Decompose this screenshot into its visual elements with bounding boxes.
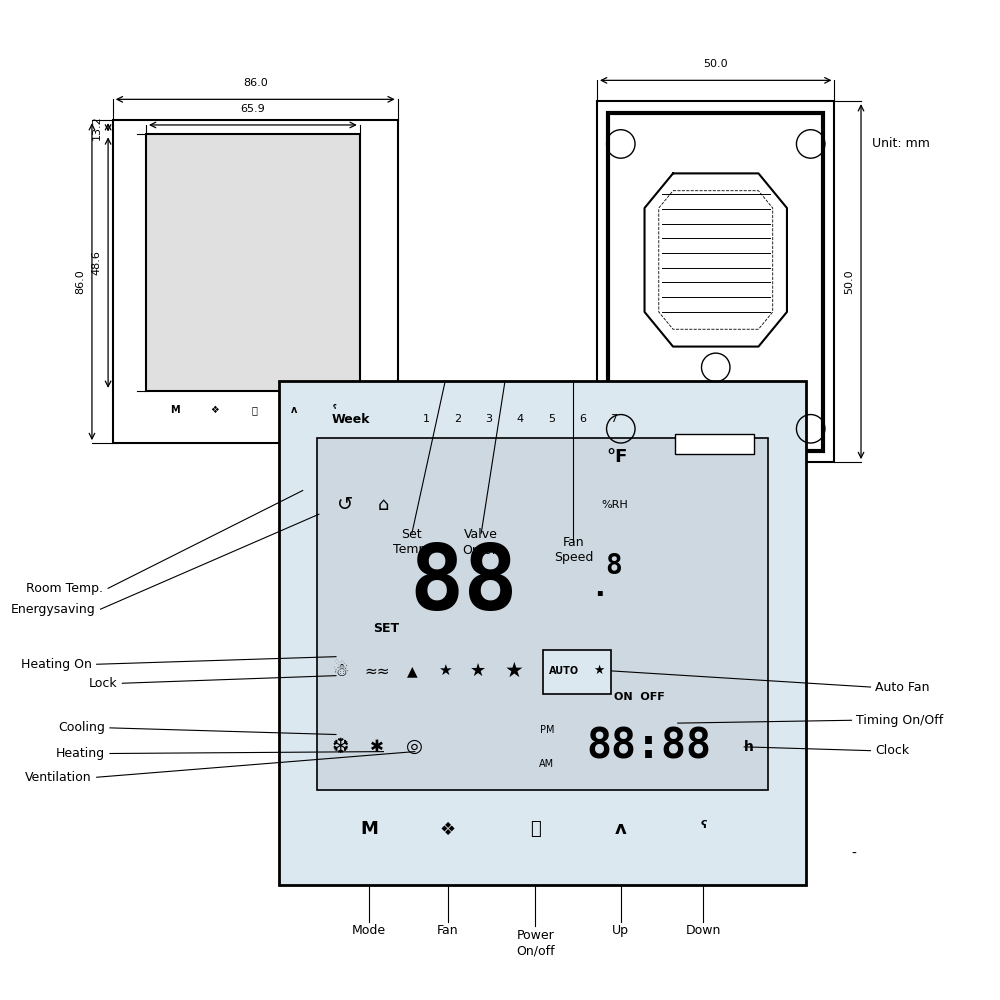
Text: SET: SET	[373, 622, 399, 635]
Text: Fan: Fan	[437, 924, 459, 937]
Text: 88:88: 88:88	[587, 726, 712, 768]
Text: Set
Temp.: Set Temp.	[393, 528, 431, 556]
Text: ▲: ▲	[407, 664, 417, 678]
Text: Clock: Clock	[875, 744, 909, 757]
Text: h: h	[744, 740, 754, 754]
Text: ⌂: ⌂	[378, 496, 389, 514]
Text: AUTO: AUTO	[549, 666, 579, 676]
Text: ★: ★	[438, 663, 452, 678]
Text: Mode: Mode	[352, 924, 386, 937]
Text: ☃: ☃	[333, 662, 349, 680]
Text: 4: 4	[517, 414, 524, 424]
Text: Up: Up	[612, 924, 629, 937]
Text: %RH: %RH	[602, 500, 629, 510]
Text: M: M	[170, 405, 179, 415]
Polygon shape	[645, 173, 787, 347]
Text: ★: ★	[593, 664, 605, 677]
Text: .: .	[594, 574, 604, 602]
Bar	[317, 438, 768, 790]
Text: Room Temp.: Room Temp.	[26, 582, 103, 595]
Text: Unit: mm: Unit: mm	[872, 137, 930, 150]
Text: 1: 1	[423, 414, 430, 424]
Text: M: M	[360, 820, 378, 838]
Text: 3: 3	[485, 414, 492, 424]
Text: Auto Fan: Auto Fan	[875, 681, 930, 694]
Text: ★: ★	[505, 661, 524, 681]
Text: Heating On: Heating On	[21, 658, 92, 671]
Text: 50.0: 50.0	[703, 59, 728, 69]
Text: PM: PM	[540, 725, 554, 735]
Text: 48.6: 48.6	[92, 250, 102, 275]
Bar	[608, 113, 823, 451]
Text: Week: Week	[331, 413, 370, 426]
Text: ⏻: ⏻	[251, 405, 257, 415]
Text: 7: 7	[611, 414, 618, 424]
Text: 13.2: 13.2	[92, 115, 102, 140]
Text: Fan
Speed: Fan Speed	[554, 536, 593, 564]
Text: ≈≈: ≈≈	[364, 663, 390, 678]
Text: 6: 6	[579, 414, 586, 424]
Text: Down: Down	[686, 924, 721, 937]
Text: ˁ: ˁ	[332, 405, 336, 415]
Text: 86.0: 86.0	[243, 78, 268, 88]
Text: Cooling: Cooling	[58, 721, 105, 734]
Text: ❖: ❖	[210, 405, 219, 415]
FancyBboxPatch shape	[543, 650, 611, 694]
Text: 50.0: 50.0	[845, 269, 855, 294]
Text: -: -	[851, 847, 856, 861]
Text: ❆: ❆	[332, 737, 349, 757]
Text: Lock: Lock	[89, 677, 118, 690]
Text: AM: AM	[539, 759, 554, 769]
Text: ◎: ◎	[406, 737, 423, 756]
Text: °F: °F	[607, 448, 628, 466]
Text: 5: 5	[548, 414, 555, 424]
Text: 86.0: 86.0	[76, 269, 86, 294]
Text: 88: 88	[410, 541, 519, 629]
Bar	[675, 434, 754, 454]
Text: 8: 8	[605, 552, 622, 580]
Text: ˁ: ˁ	[700, 820, 706, 838]
Text: ★: ★	[470, 662, 486, 680]
Text: ↺: ↺	[337, 495, 354, 514]
Bar	[146, 134, 360, 391]
Text: Ventilation: Ventilation	[25, 771, 92, 784]
Text: ʌ: ʌ	[291, 405, 297, 415]
Text: ✱: ✱	[370, 738, 384, 756]
Text: Heating: Heating	[56, 747, 105, 760]
Text: ON  OFF: ON OFF	[614, 692, 665, 702]
Text: Valve
On/off: Valve On/off	[462, 528, 501, 556]
Text: ⏻: ⏻	[530, 820, 541, 838]
Text: 65.9: 65.9	[241, 104, 265, 114]
Bar	[113, 120, 398, 443]
Text: ❖: ❖	[440, 820, 456, 838]
Text: Timing On/Off: Timing On/Off	[856, 714, 944, 727]
Text: ʌ: ʌ	[615, 820, 627, 838]
Text: Power
On/off: Power On/off	[516, 929, 555, 957]
Bar	[279, 381, 806, 885]
Text: 2: 2	[454, 414, 461, 424]
Text: Energysaving: Energysaving	[11, 603, 96, 616]
Bar	[597, 101, 834, 462]
